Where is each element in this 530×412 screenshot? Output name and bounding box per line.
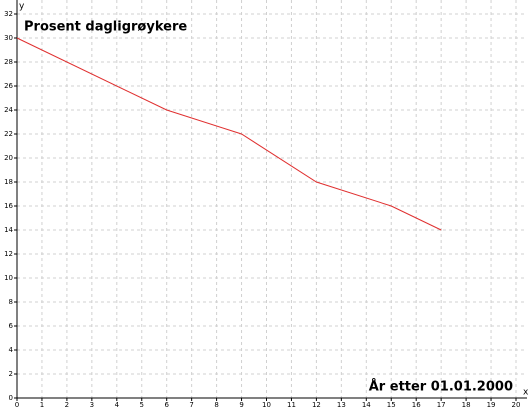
y-tick-label: 14 [4, 226, 13, 234]
y-tick-label: 24 [4, 106, 13, 114]
y-tick-label: 0 [9, 394, 13, 402]
annotation: År etter 01.01.2000 [369, 379, 513, 395]
chart-title: Prosent dagligrøykere [24, 20, 187, 35]
y-tick-label: 26 [4, 82, 13, 90]
x-tick-label: 18 [462, 401, 471, 409]
y-tick-label: 6 [9, 322, 14, 330]
x-tick-label: 5 [140, 401, 144, 409]
y-tick-label: 16 [4, 202, 13, 210]
x-tick-label: 0 [15, 401, 19, 409]
x-tick-label: 10 [262, 401, 271, 409]
x-tick-label: 1 [40, 401, 44, 409]
x-tick-label: 19 [487, 401, 496, 409]
data-line [16, 37, 442, 231]
x-tick-label: 4 [115, 401, 120, 409]
y-tick-label: 22 [4, 130, 13, 138]
x-tick-label: 15 [387, 401, 396, 409]
y-tick-label: 20 [4, 154, 13, 162]
x-tick-label: 14 [362, 401, 371, 409]
x-tick-label: 2 [65, 401, 69, 409]
y-tick-label: 32 [4, 10, 13, 18]
x-tick-label: 3 [90, 401, 94, 409]
x-tick-label: 11 [287, 401, 296, 409]
y-axis-label: y [19, 2, 25, 12]
x-tick-label: 6 [164, 401, 169, 409]
y-tick-label: 28 [4, 58, 13, 66]
x-tick-label: 9 [239, 401, 243, 409]
x-tick-label: 13 [337, 401, 346, 409]
x-tick-label: 17 [437, 401, 446, 409]
x-tick-label: 20 [512, 401, 521, 409]
x-tick-label: 16 [412, 401, 421, 409]
y-tick-label: 18 [4, 178, 13, 186]
y-tick-label: 4 [9, 346, 14, 354]
x-tick-label: 12 [312, 401, 321, 409]
y-tick-label: 2 [9, 370, 13, 378]
y-tick-label: 8 [9, 298, 13, 306]
y-tick-label: 30 [4, 34, 13, 42]
x-tick-label: 8 [214, 401, 218, 409]
y-tick-label: 12 [4, 250, 13, 258]
y-tick-label: 10 [4, 274, 13, 282]
x-axis-label: x [523, 388, 529, 398]
x-tick-label: 7 [189, 401, 193, 409]
